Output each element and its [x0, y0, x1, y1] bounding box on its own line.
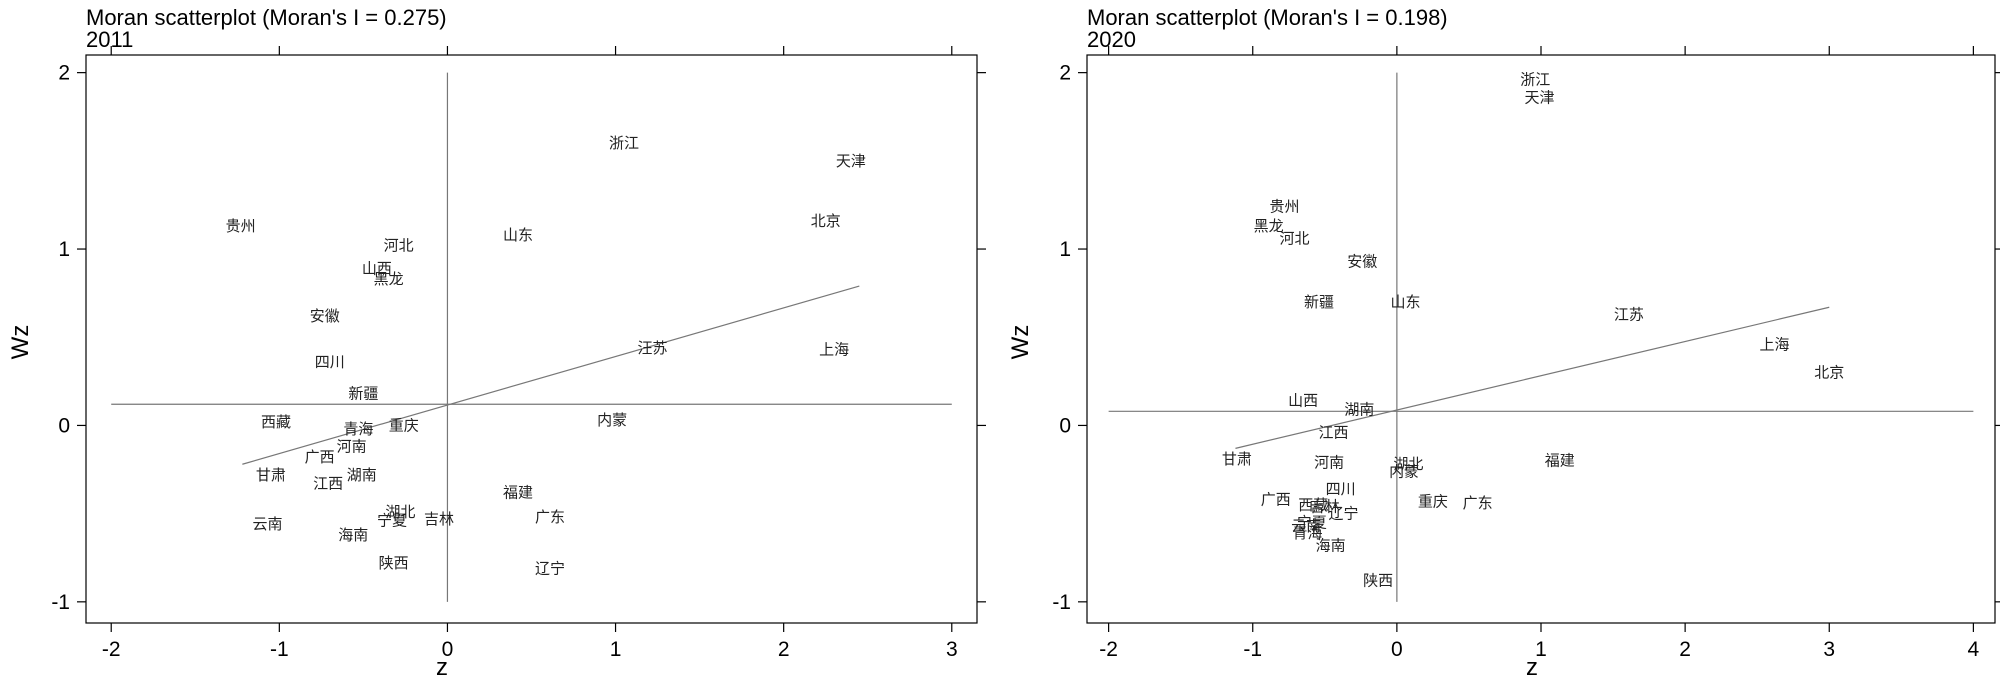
- chart-title: Moran scatterplot (Moran's I = 0.275): [86, 5, 447, 30]
- x-tick-label: 3: [946, 638, 958, 661]
- point-label: 山西: [1288, 392, 1318, 410]
- x-axis-label: z: [436, 654, 448, 681]
- point-label: 上海: [1759, 335, 1789, 353]
- x-tick-label: 4: [1968, 638, 1980, 661]
- point-label: 浙江: [1520, 71, 1550, 89]
- point-label: 贵州: [1269, 198, 1299, 216]
- x-tick-label: -1: [1243, 638, 1262, 661]
- x-axis-label: z: [1526, 654, 1538, 681]
- y-tick-label: -1: [51, 591, 70, 614]
- point-label: 福建: [1545, 452, 1575, 470]
- chart-subtitle: 2011: [86, 27, 133, 52]
- point-label: 安徽: [310, 307, 340, 325]
- y-axis-label: Wz: [1007, 325, 1034, 360]
- point-label: 广东: [535, 508, 565, 526]
- point-label: 甘肃: [1222, 450, 1252, 468]
- point-label: 山西: [362, 259, 392, 277]
- point-label: 天津: [1525, 88, 1555, 106]
- chart-panel-2020: Moran scatterplot (Moran's I = 0.198) 20…: [1007, 5, 2000, 681]
- point-label: 吉林: [424, 510, 454, 528]
- point-label: 吉林: [1310, 498, 1340, 516]
- point-label: 新疆: [348, 385, 378, 403]
- point-label: 河南: [337, 438, 367, 456]
- chart-panel-2011: Moran scatterplot (Moran's I = 0.275) 20…: [7, 5, 986, 681]
- y-tick-label: 0: [58, 414, 70, 437]
- point-label: 海南: [338, 526, 368, 544]
- point-label: 青海: [343, 420, 373, 438]
- plot-frame: [1086, 54, 1996, 624]
- y-tick-label: 2: [58, 62, 70, 85]
- point-label: 上海: [819, 341, 849, 359]
- point-label: 西藏: [261, 413, 291, 431]
- y-tick-label: 0: [1059, 414, 1071, 437]
- point-label: 甘肃: [256, 466, 286, 484]
- point-label: 河南: [1314, 453, 1344, 471]
- point-label: 天津: [836, 152, 866, 170]
- point-label: 河北: [1280, 229, 1310, 247]
- point-label: 广东: [1463, 494, 1493, 512]
- y-axis-label: Wz: [7, 325, 34, 360]
- point-label: 重庆: [1418, 492, 1448, 510]
- point-label: 湖北: [1393, 455, 1423, 473]
- point-label: 河北: [384, 237, 414, 255]
- plot-frame: [85, 54, 978, 624]
- point-label: 安徽: [1347, 252, 1377, 270]
- point-label: 江苏: [1614, 305, 1644, 323]
- x-tick-label: 1: [1535, 638, 1547, 661]
- point-label: 海南: [1316, 536, 1346, 554]
- y-tick-label: -1: [1052, 591, 1071, 614]
- point-label: 辽宁: [1329, 505, 1359, 523]
- point-label: 北京: [811, 212, 841, 230]
- point-label: 陕西: [1363, 572, 1393, 590]
- x-tick-label: -2: [102, 638, 121, 661]
- chart-title: Moran scatterplot (Moran's I = 0.198): [1087, 5, 1448, 30]
- fit-line: [1235, 306, 1830, 449]
- point-label: 内蒙: [1389, 462, 1419, 480]
- y-tick-label: 1: [1059, 238, 1071, 261]
- point-label: 湖北: [385, 503, 415, 521]
- point-label: 北京: [1814, 364, 1844, 382]
- point-label: 陕西: [379, 554, 409, 572]
- point-label: 四川: [315, 353, 345, 371]
- x-tick-label: 2: [1679, 638, 1691, 661]
- point-label: 西藏: [1298, 496, 1328, 514]
- x-tick-label: 0: [1391, 638, 1403, 661]
- point-label: 汪苏: [638, 339, 668, 357]
- x-tick-label: 1: [610, 638, 622, 661]
- point-label: 浙江: [609, 134, 639, 152]
- x-tick-label: 0: [442, 638, 454, 661]
- point-label: 黑龙: [1254, 217, 1284, 235]
- point-label: 江西: [313, 475, 343, 493]
- point-label: 内蒙: [597, 411, 627, 429]
- fit-line: [242, 285, 860, 465]
- point-label: 湖南: [1344, 401, 1374, 419]
- point-label: 山东: [1391, 293, 1421, 311]
- point-label: 广西: [305, 448, 335, 466]
- x-tick-label: 3: [1823, 638, 1835, 661]
- point-label: 辽宁: [535, 559, 565, 577]
- point-label: 贵州: [226, 217, 256, 235]
- y-tick-label: 1: [58, 238, 70, 261]
- point-label: 湖南: [347, 466, 377, 484]
- y-tick-label: 2: [1059, 62, 1071, 85]
- point-label: 江西: [1318, 423, 1348, 441]
- point-label: 宁夏: [1297, 513, 1327, 531]
- point-label: 广西: [1261, 491, 1291, 509]
- point-label: 黑龙: [374, 270, 404, 288]
- point-label: 山东: [503, 226, 533, 244]
- point-label: 福建: [503, 483, 533, 501]
- point-label: 宁夏: [377, 512, 407, 530]
- point-label: 云南: [253, 515, 283, 533]
- point-label: 云南: [1291, 517, 1321, 535]
- point-label: 新疆: [1304, 293, 1334, 311]
- x-tick-label: -2: [1099, 638, 1118, 661]
- point-label: 重庆: [389, 416, 419, 434]
- x-tick-label: 2: [778, 638, 790, 661]
- point-label: 青海: [1293, 524, 1323, 542]
- chart-subtitle: 2020: [1087, 27, 1136, 52]
- point-label: 四川: [1326, 480, 1356, 498]
- x-tick-label: -1: [270, 638, 289, 661]
